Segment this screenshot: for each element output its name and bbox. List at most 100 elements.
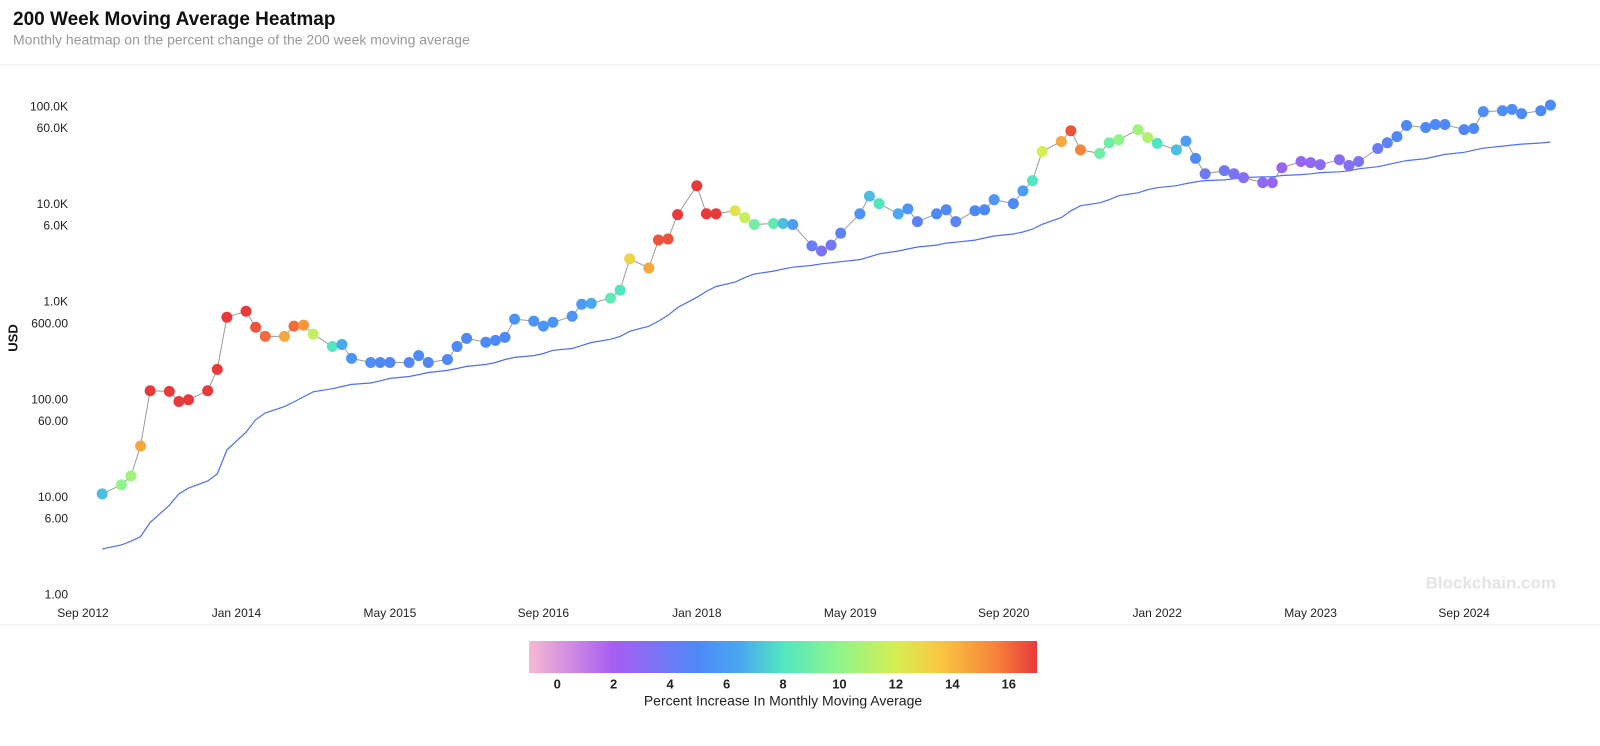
data-point [211,363,223,375]
data-point [940,204,952,216]
data-point [1535,105,1547,117]
data-point [1094,147,1106,159]
data-point [950,216,962,228]
colorbar-tick-label: 4 [666,676,674,691]
data-point [1065,125,1077,137]
data-point [969,205,981,217]
y-tick-label: 6.0K [43,219,68,233]
data-point [806,240,818,252]
y-tick-label: 10.0K [37,197,68,211]
data-point [1381,137,1393,149]
watermark: Blockchain.com [1426,573,1556,592]
data-point [1007,198,1019,210]
data-point [777,218,789,230]
data-point [528,315,540,327]
data-point [537,320,549,332]
data-point [307,328,319,340]
data-point [1036,145,1048,157]
moving-average-line [102,141,1551,550]
data-point [1276,162,1288,174]
y-tick-label: 100.00 [31,392,68,406]
data-point [489,334,501,346]
data-point [1353,155,1365,167]
data-point [441,354,453,366]
data-point [422,357,434,369]
data-point [1103,137,1115,149]
data-point [1151,137,1163,149]
data-point [1228,168,1240,180]
data-point [1295,155,1307,167]
data-point [336,338,348,350]
data-point [748,218,760,230]
data-point [768,218,780,230]
data-point [1113,134,1125,146]
price-line [101,104,1551,495]
data-point [1391,131,1403,143]
data-point [1429,119,1441,131]
data-point [365,357,377,369]
x-tick-label: May 2015 [364,606,417,620]
y-tick-label: 1.00 [45,588,69,602]
data-point [739,212,751,224]
data-point [1170,144,1182,156]
data-point [672,209,684,221]
data-point [499,331,511,343]
data-point [662,233,674,245]
data-point [163,385,175,397]
data-point [1506,103,1518,115]
data-point [691,180,703,192]
data-point [1266,177,1278,189]
colorbar-tick-label: 6 [723,676,730,691]
data-point [1458,124,1470,136]
data-point [1142,131,1154,143]
colorbar-tick-label: 14 [945,676,960,691]
data-point [1017,185,1029,197]
data-point [374,357,386,369]
data-point [135,440,147,452]
data-point [902,203,914,215]
data-point [1314,159,1326,171]
data-point [480,336,492,348]
data-point [1257,177,1269,189]
data-point [509,313,521,325]
y-tick-label: 6.00 [45,512,69,526]
data-point [288,320,300,332]
data-point [1516,108,1528,120]
data-point [1544,99,1556,111]
data-point [115,479,127,491]
data-point [183,394,194,406]
data-point [1496,105,1508,117]
y-tick-label: 600.00 [31,316,68,330]
x-tick-label: Sep 2012 [57,606,109,620]
x-tick-label: Jan 2014 [212,606,262,620]
data-point [1477,106,1489,118]
data-point [931,208,943,220]
y-tick-label: 1.0K [43,295,68,309]
data-point [605,292,616,304]
chart-title: 200 Week Moving Average Heatmap [13,9,335,30]
x-tick-label: May 2019 [824,606,877,620]
data-point [173,395,185,407]
colorbar-tick-label: 8 [779,676,786,691]
data-point [1218,165,1230,177]
colorbar [529,641,1037,673]
data-point [1238,172,1249,184]
data-point [221,311,233,323]
data-point [652,234,664,246]
data-point [1199,168,1211,180]
data-point [825,239,837,251]
data-point [1074,144,1086,156]
data-point [566,310,578,322]
y-tick-label: 60.0K [37,121,68,135]
data-point [1439,119,1451,131]
data-point [240,305,252,317]
data-point [643,262,655,274]
data-point [547,316,559,328]
colorbar-tick-label: 12 [889,676,903,691]
data-point [96,488,108,500]
data-point [451,340,463,352]
data-point [816,245,827,257]
data-point [892,208,904,220]
colorbar-tick-label: 16 [1002,676,1016,691]
